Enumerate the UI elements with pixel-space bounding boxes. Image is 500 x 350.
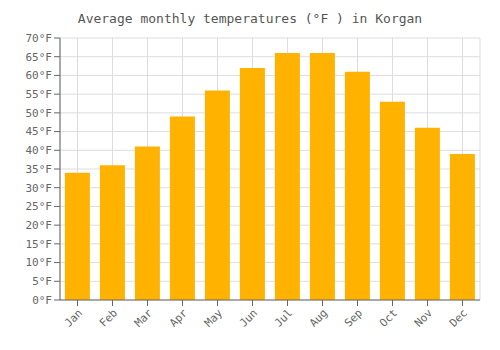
- svg-text:Jan: Jan: [62, 306, 85, 329]
- svg-text:15°F: 15°F: [26, 238, 53, 251]
- html-text:Average monthly temperatures (: Average monthly temperatures (°F ) in Ko…: [77, 11, 423, 26]
- svg-text:Oct: Oct: [377, 306, 400, 329]
- svg-text:Jul: Jul: [272, 306, 295, 329]
- svg-text:Dec: Dec: [447, 306, 470, 329]
- svg-text:55°F: 55°F: [26, 88, 53, 101]
- svg-text:Feb: Feb: [97, 306, 120, 329]
- svg-text:50°F: 50°F: [26, 107, 53, 120]
- svg-text:40°F: 40°F: [26, 144, 53, 157]
- svg-text:Sep: Sep: [342, 306, 365, 329]
- svg-text:70°F: 70°F: [26, 32, 53, 45]
- svg-text:10°F: 10°F: [26, 256, 53, 269]
- svg-text:25°F: 25°F: [26, 200, 53, 213]
- svg-text:65°F: 65°F: [26, 51, 53, 64]
- svg-text:35°F: 35°F: [26, 163, 53, 176]
- svg-text:Aug: Aug: [307, 306, 330, 329]
- svg-text:May: May: [202, 306, 226, 330]
- svg-text:30°F: 30°F: [26, 182, 53, 195]
- svg-text:Mar: Mar: [132, 306, 156, 330]
- svg-text:0°F: 0°F: [32, 294, 52, 307]
- svg-text:Nov: Nov: [412, 306, 436, 330]
- svg-text:20°F: 20°F: [26, 219, 53, 232]
- svg-text:60°F: 60°F: [26, 69, 53, 82]
- svg-text:Apr: Apr: [167, 306, 191, 330]
- svg-text:5°F: 5°F: [32, 275, 52, 288]
- svg-text:Jun: Jun: [237, 306, 260, 329]
- svg-text:45°F: 45°F: [26, 125, 53, 138]
